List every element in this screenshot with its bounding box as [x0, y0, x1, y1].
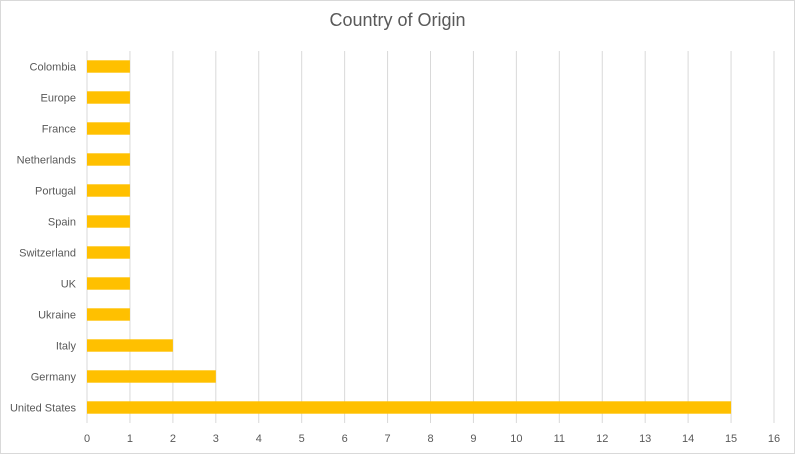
category-label: UK [61, 279, 77, 291]
x-tick-labels: 0 1 2 3 4 5 6 7 8 9 10 11 12 13 14 15 16 [84, 433, 780, 445]
bar-switzerland [87, 246, 130, 259]
x-tick-label: 14 [682, 433, 694, 445]
x-tick-label: 1 [127, 433, 133, 445]
x-tick-label: 12 [596, 433, 608, 445]
bar-uk [87, 277, 130, 290]
x-tick-label: 6 [342, 433, 348, 445]
bar-united-states [87, 401, 732, 414]
x-tick-label: 5 [299, 433, 305, 445]
x-tick-label: 3 [213, 433, 219, 445]
x-tick-label: 11 [554, 433, 565, 445]
category-label: United States [10, 403, 77, 415]
category-label: Germany [31, 372, 77, 384]
category-label: France [42, 124, 76, 136]
x-tick-label: 9 [470, 433, 476, 445]
bar-europe [87, 91, 130, 104]
grid-lines [86, 51, 775, 423]
category-label: Italy [56, 341, 77, 353]
bar-netherlands [87, 153, 130, 166]
x-tick-label: 16 [768, 433, 780, 445]
bar-italy [87, 339, 173, 352]
x-tick-label: 0 [84, 433, 90, 445]
category-label: Ukraine [38, 310, 76, 322]
category-label: Spain [48, 217, 76, 229]
bar-spain [87, 215, 130, 228]
bar-portugal [87, 184, 130, 197]
bars [87, 60, 732, 414]
chart-title: Country of Origin [329, 10, 466, 30]
x-tick-label: 10 [510, 433, 522, 445]
bar-ukraine [87, 308, 130, 321]
x-tick-label: 8 [427, 433, 433, 445]
x-tick-label: 2 [170, 433, 176, 445]
x-tick-label: 7 [385, 433, 391, 445]
x-tick-label: 15 [725, 433, 737, 445]
category-labels: Colombia Europe France Netherlands Portugal S… [10, 62, 77, 415]
x-tick-label: 13 [639, 433, 651, 445]
category-label: Europe [41, 93, 76, 105]
category-label: Netherlands [17, 155, 77, 167]
bar-france [87, 122, 130, 135]
bar-germany [87, 370, 216, 383]
bar-colombia [87, 60, 130, 73]
category-label: Portugal [35, 186, 76, 198]
x-tick-label: 4 [256, 433, 262, 445]
category-label: Switzerland [19, 248, 76, 260]
category-label: Colombia [30, 62, 77, 74]
